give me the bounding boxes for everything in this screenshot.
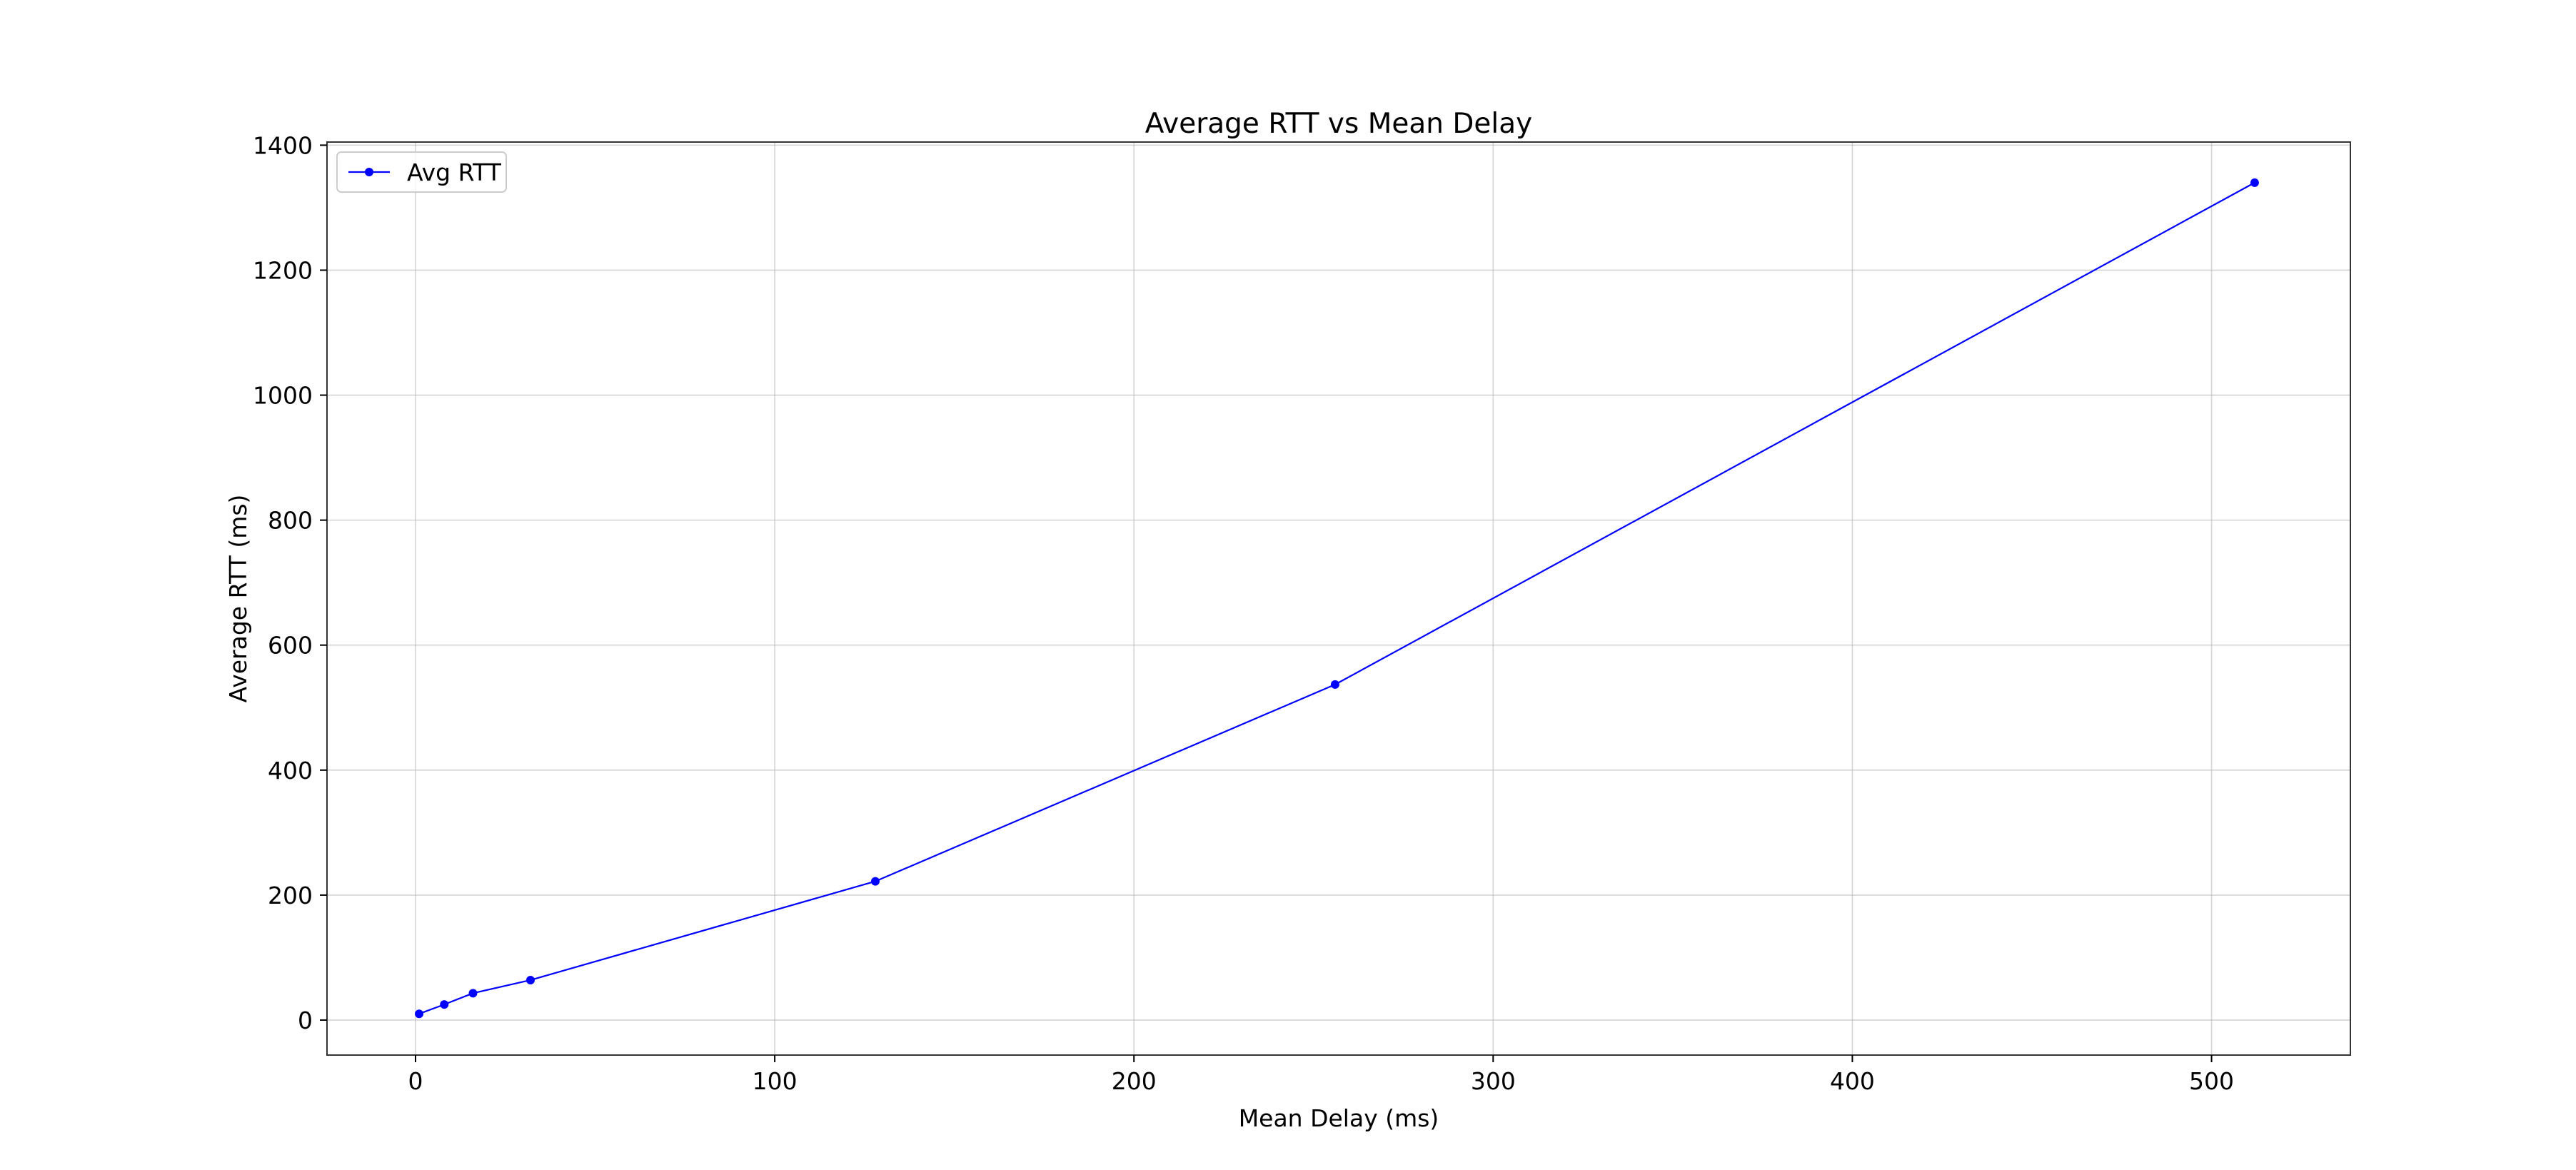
data-point xyxy=(440,1000,449,1009)
y-tick-label: 1000 xyxy=(253,382,313,410)
y-tick-label: 800 xyxy=(268,507,313,535)
x-tick-label: 400 xyxy=(1830,1067,1875,1095)
data-point xyxy=(468,989,478,998)
y-tick-label: 1400 xyxy=(253,131,313,159)
data-point xyxy=(1330,680,1339,689)
x-tick-label: 0 xyxy=(408,1067,423,1095)
x-tick-label: 200 xyxy=(1112,1067,1157,1095)
legend-marker xyxy=(365,168,373,176)
data-point xyxy=(870,877,880,886)
legend-box xyxy=(336,151,507,193)
plot-area xyxy=(415,178,2259,1019)
legend-label: Avg RTT xyxy=(407,158,502,186)
chart-title: Average RTT vs Mean Delay xyxy=(1145,108,1532,140)
x-tick-label: 300 xyxy=(1471,1067,1516,1095)
y-tick-label: 600 xyxy=(268,632,313,660)
x-axis-label: Mean Delay (ms) xyxy=(1239,1104,1439,1132)
ticks: 0 100 200 300 400 500 0 200 400 600 800 1000 1200 140… xyxy=(253,131,2234,1095)
y-tick-label: 1200 xyxy=(253,256,313,284)
axes-frame xyxy=(326,141,2351,1056)
x-tick-label: 100 xyxy=(753,1067,798,1095)
data-point xyxy=(2250,178,2259,187)
data-point xyxy=(526,975,535,984)
y-axis-label: Average RTT (ms) xyxy=(224,495,252,703)
y-tick-label: 200 xyxy=(268,882,313,909)
grid xyxy=(327,142,2350,1055)
data-point xyxy=(415,1009,424,1019)
x-tick-label: 500 xyxy=(2189,1067,2234,1095)
y-tick-label: 0 xyxy=(298,1007,313,1034)
y-tick-label: 400 xyxy=(268,757,313,785)
legend: Avg RTT xyxy=(336,151,507,193)
